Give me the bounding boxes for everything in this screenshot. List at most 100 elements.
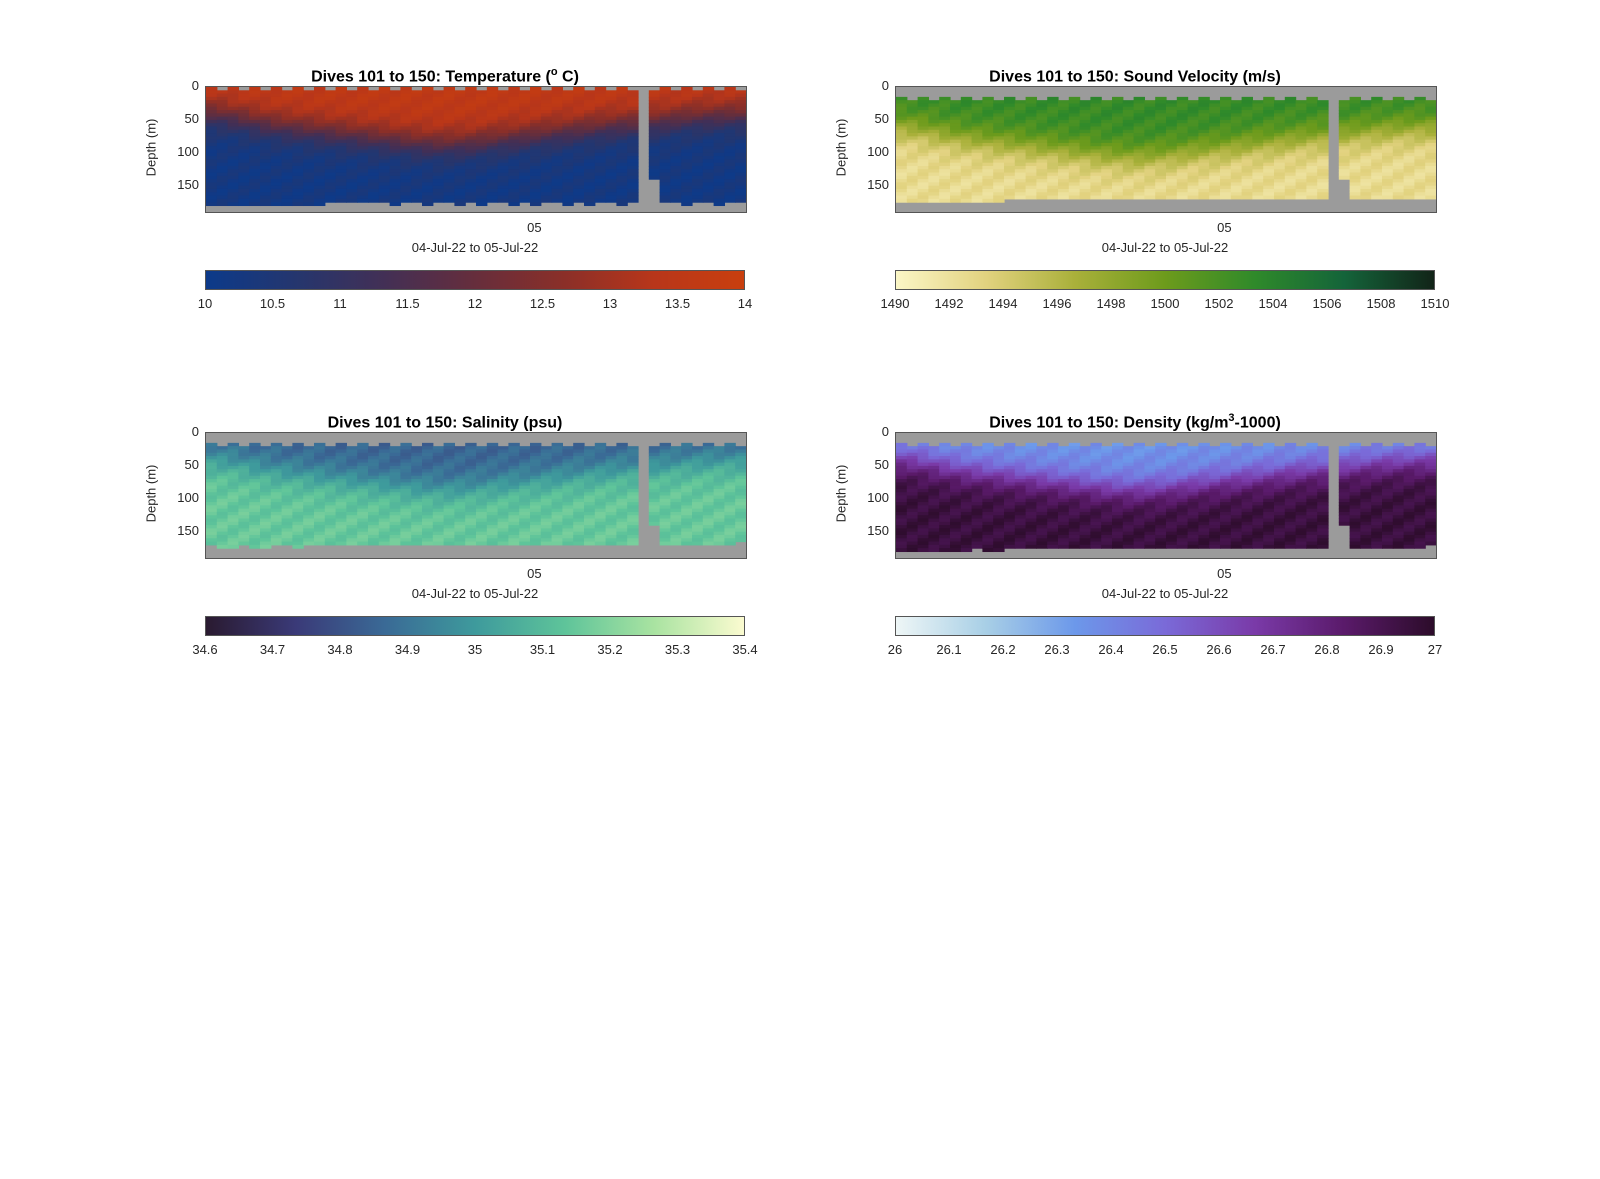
heatmap-cell <box>982 169 994 174</box>
heatmap-cell <box>216 456 229 460</box>
heatmap-cell <box>917 495 929 500</box>
heatmap-cell <box>368 485 380 490</box>
heatmap-cell <box>530 456 542 460</box>
heatmap-cell <box>713 116 725 121</box>
heatmap-cell <box>346 511 358 516</box>
heatmap-cell <box>324 93 337 98</box>
heatmap-cell <box>1371 116 1383 121</box>
heatmap-cell <box>389 116 401 121</box>
heatmap-cell <box>1349 192 1361 197</box>
heatmap-cell <box>400 100 412 105</box>
heatmap-cell <box>486 502 499 506</box>
heatmap-cell <box>260 142 272 147</box>
heatmap-cell <box>1349 106 1361 111</box>
heatmap-cell <box>486 182 499 187</box>
heatmap-cell <box>270 515 283 520</box>
heatmap-cell <box>648 498 661 503</box>
heatmap-cell <box>917 502 929 506</box>
heatmap-cell <box>454 110 466 114</box>
heatmap-cell <box>335 538 347 543</box>
heatmap-cell <box>670 142 682 147</box>
heatmap-cell <box>432 159 445 164</box>
heatmap-cell <box>1382 129 1394 134</box>
heatmap-cell <box>357 139 369 144</box>
heatmap-cell <box>400 146 412 151</box>
heatmap-cell <box>1284 133 1297 137</box>
heatmap-cell <box>368 179 380 183</box>
heatmap-cell <box>1047 116 1059 121</box>
heatmap-cell <box>227 159 239 164</box>
colorbar-tick-label: 1510 <box>1420 296 1450 311</box>
heatmap-cell <box>1047 113 1059 118</box>
heatmap-cell <box>530 96 542 101</box>
heatmap-cell <box>206 531 218 536</box>
heatmap-cell <box>292 202 304 207</box>
heatmap-cell <box>292 521 304 526</box>
heatmap-cell <box>260 479 272 483</box>
heatmap-cell <box>616 188 628 193</box>
heatmap-cell <box>648 126 661 131</box>
heatmap-cell <box>906 165 919 170</box>
y-tick-label: 0 <box>881 78 889 93</box>
heatmap-cell <box>281 472 293 477</box>
heatmap-cell <box>950 165 962 170</box>
heatmap-cell <box>616 195 628 200</box>
heatmap-cell <box>486 152 499 157</box>
heatmap-cell <box>400 472 412 477</box>
heatmap-cell <box>1295 169 1307 174</box>
heatmap-cell <box>465 531 477 536</box>
heatmap-cell <box>1403 129 1415 134</box>
heatmap-cell <box>1025 185 1037 190</box>
heatmap-cell <box>713 142 725 147</box>
heatmap-cell <box>357 479 369 483</box>
heatmap-cell <box>443 452 455 457</box>
heatmap-cell <box>1004 165 1016 170</box>
heatmap-cell <box>896 475 908 480</box>
heatmap-cell <box>939 538 951 543</box>
heatmap-cell <box>939 479 951 483</box>
heatmap-cell <box>357 110 369 114</box>
heatmap-cell <box>227 103 239 108</box>
heatmap-cell <box>1360 182 1372 187</box>
heatmap-cell <box>551 495 563 500</box>
heatmap-cell <box>692 133 704 137</box>
heatmap-cell <box>476 534 488 539</box>
heatmap-cell <box>1392 179 1405 183</box>
heatmap-cell <box>422 152 434 157</box>
heatmap-cell <box>917 133 929 137</box>
heatmap-cell <box>216 465 229 470</box>
heatmap-cell <box>486 518 499 523</box>
heatmap-cell <box>486 515 499 520</box>
heatmap-cell <box>378 469 391 474</box>
heatmap-cell <box>584 541 596 546</box>
heatmap-cell <box>378 488 391 493</box>
heatmap-cell <box>1004 116 1016 121</box>
heatmap-cell <box>422 442 434 447</box>
heatmap-cell <box>422 93 434 98</box>
heatmap-cell <box>324 116 337 121</box>
heatmap-cell <box>486 511 499 516</box>
heatmap-cell <box>584 538 596 543</box>
heatmap-cell <box>584 162 596 167</box>
heatmap-cell <box>216 175 229 180</box>
heatmap-cell <box>562 142 574 147</box>
heatmap-cell <box>713 541 725 546</box>
heatmap-cell <box>1155 152 1167 157</box>
heatmap-cell <box>270 149 283 154</box>
heatmap-cell <box>616 469 628 474</box>
heatmap-cell <box>249 156 261 160</box>
heatmap-cell <box>1047 182 1059 187</box>
heatmap-cell <box>928 185 940 190</box>
heatmap-cell <box>1187 188 1199 193</box>
heatmap-cell <box>1284 96 1297 101</box>
heatmap-cell <box>605 452 617 457</box>
heatmap-cell <box>227 518 239 523</box>
heatmap-cell <box>906 544 919 549</box>
heatmap-cell <box>281 116 293 121</box>
heatmap-cell <box>702 149 715 154</box>
heatmap-cell <box>1306 149 1318 154</box>
heatmap-cell <box>605 188 617 193</box>
heatmap-cell <box>476 492 488 497</box>
heatmap-cell <box>238 456 250 460</box>
heatmap-cell <box>1176 175 1189 180</box>
